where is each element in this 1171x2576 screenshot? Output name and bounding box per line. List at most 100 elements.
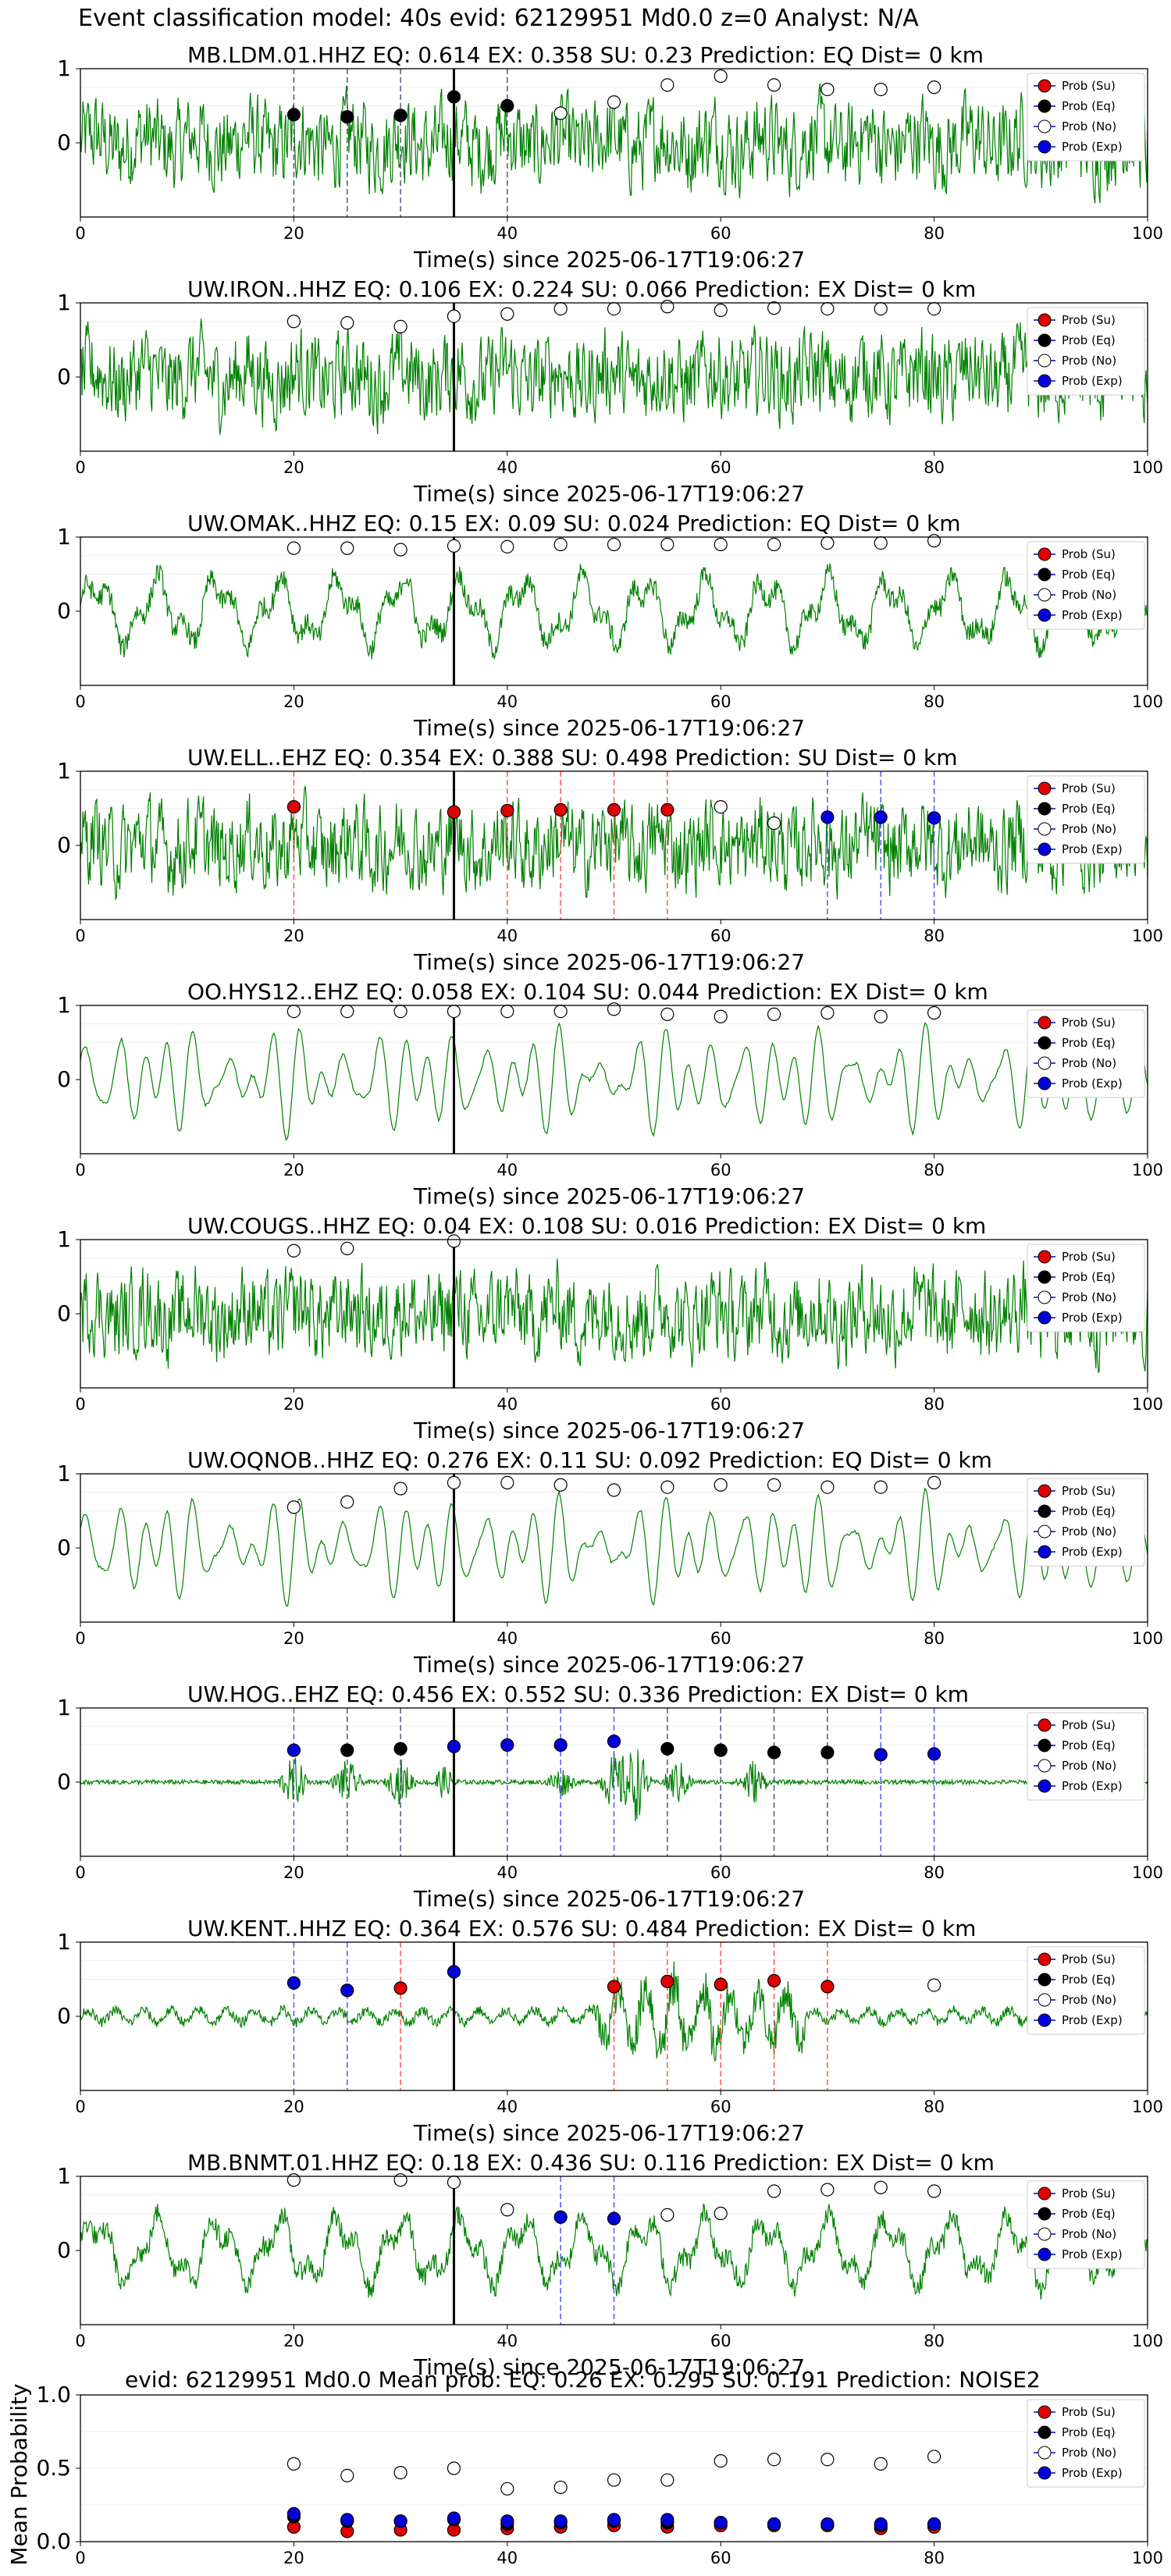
prob-point [767,1007,781,1022]
prob-point [660,2208,674,2222]
legend-marker [1038,1504,1052,1518]
prob-point [874,1480,888,1494]
prob-point [553,1478,568,1492]
x-tick-label: 80 [924,224,945,243]
legend-label: Prob (Eq) [1062,1738,1116,1752]
y-tick-label: 1 [57,524,71,550]
x-tick-label: 40 [497,1395,518,1414]
x-tick-label: 40 [497,927,518,945]
legend-label: Prob (Eq) [1062,2207,1116,2221]
prob-point [607,302,621,316]
y-tick-label: 1 [57,55,71,81]
prob-point [553,537,568,552]
prob-point [553,802,568,817]
x-tick-label: 100 [1132,2549,1163,2567]
prob-point [874,82,888,97]
prob-point [607,537,621,552]
prob-point [500,803,514,817]
mean-prob-point [767,2453,781,2467]
mean-prob-point [447,2511,461,2525]
prob-point [393,1981,408,1995]
prob-point [874,535,888,550]
legend-label: Prob (No) [1062,2227,1116,2241]
prob-point [287,1500,301,1514]
legend-box [1027,1009,1145,1098]
waveform-trace [80,1258,1148,1373]
prob-point [820,1980,835,1994]
y-tick-label: 0.0 [36,2528,71,2554]
mean-prob-point [393,2514,408,2528]
prob-point [553,1004,568,1019]
legend-marker [1038,2186,1052,2201]
y-tick-label: 0 [57,1066,71,1092]
prob-point [393,1742,408,1756]
x-tick-label: 60 [710,1629,731,1648]
prob-point [607,1002,621,1016]
mean-prob-point [553,2514,568,2528]
prob-point [447,2176,461,2190]
prob-point [714,303,728,318]
prob-point [660,1974,674,1988]
station-panel: UW.ELL..EHZ EQ: 0.354 EX: 0.388 SU: 0.49… [57,745,1163,975]
prob-point [874,1748,888,1762]
panel-title: UW.KENT..HHZ EQ: 0.364 EX: 0.576 SU: 0.4… [187,1916,976,1941]
prob-point [660,1007,674,1022]
prob-point [767,1973,781,1987]
prob-point [714,1009,728,1023]
legend-box [1027,1946,1145,2035]
prob-point [660,1480,674,1494]
x-tick-label: 60 [710,927,731,945]
station-panel: MB.BNMT.01.HHZ EQ: 0.18 EX: 0.436 SU: 0.… [57,2150,1163,2380]
x-tick-label: 0 [75,927,85,945]
legend-label: Prob (Su) [1062,1718,1116,1732]
prob-point [287,108,301,122]
mean-prob-point [820,2517,835,2532]
y-tick-label: 1 [57,1695,71,1720]
prob-point [553,302,568,316]
legend-marker [1038,1545,1052,1559]
prob-point [393,109,408,123]
x-tick-label: 60 [710,2549,731,2567]
prob-point [874,1009,888,1023]
x-tick-label: 0 [75,2332,85,2350]
legend-label: Prob (Su) [1062,1484,1116,1498]
x-tick-label: 60 [710,458,731,477]
x-tick-label: 40 [497,1863,518,1882]
legend-box [1027,541,1145,630]
legend-marker [1038,1973,1052,1987]
prob-point [714,537,728,552]
y-tick-label: 0 [57,832,71,858]
legend-label: Prob (Eq) [1062,568,1116,582]
x-tick-label: 20 [283,1395,304,1414]
panel-title: evid: 62129951 Md0.0 Mean prob: EQ: 0.26… [125,2367,1041,2393]
mean-prob-point [714,2454,728,2468]
x-tick-label: 80 [924,2097,945,2116]
x-tick-label: 40 [497,224,518,243]
station-panel: OO.HYS12..EHZ EQ: 0.058 EX: 0.104 SU: 0.… [57,979,1163,1209]
x-tick-label: 100 [1132,2097,1163,2116]
mean-prob-point [927,2450,941,2464]
mean-prob-point [767,2517,781,2532]
prob-point [287,1004,301,1019]
legend-label: Prob (Su) [1062,547,1116,561]
legend-marker [1038,1718,1052,1732]
y-tick-label: 1 [57,1226,71,1252]
prob-point [714,1743,728,1757]
legend-label: Prob (Eq) [1062,99,1116,113]
prob-point [500,98,514,113]
prob-point [820,1745,835,1759]
prob-point [714,1478,728,1492]
prob-point [820,82,835,97]
axes-frame [80,536,1148,686]
legend-marker [1038,842,1052,856]
prob-point [767,1478,781,1492]
station-panel: UW.KENT..HHZ EQ: 0.364 EX: 0.576 SU: 0.4… [57,1916,1163,2146]
x-tick-label: 0 [75,692,85,711]
prob-point [447,309,461,323]
prob-point [660,802,674,817]
prob-point [553,1738,568,1752]
legend-marker [1038,2405,1052,2419]
y-tick-label: 1 [57,758,71,784]
x-tick-label: 40 [497,692,518,711]
prob-point [927,302,941,316]
